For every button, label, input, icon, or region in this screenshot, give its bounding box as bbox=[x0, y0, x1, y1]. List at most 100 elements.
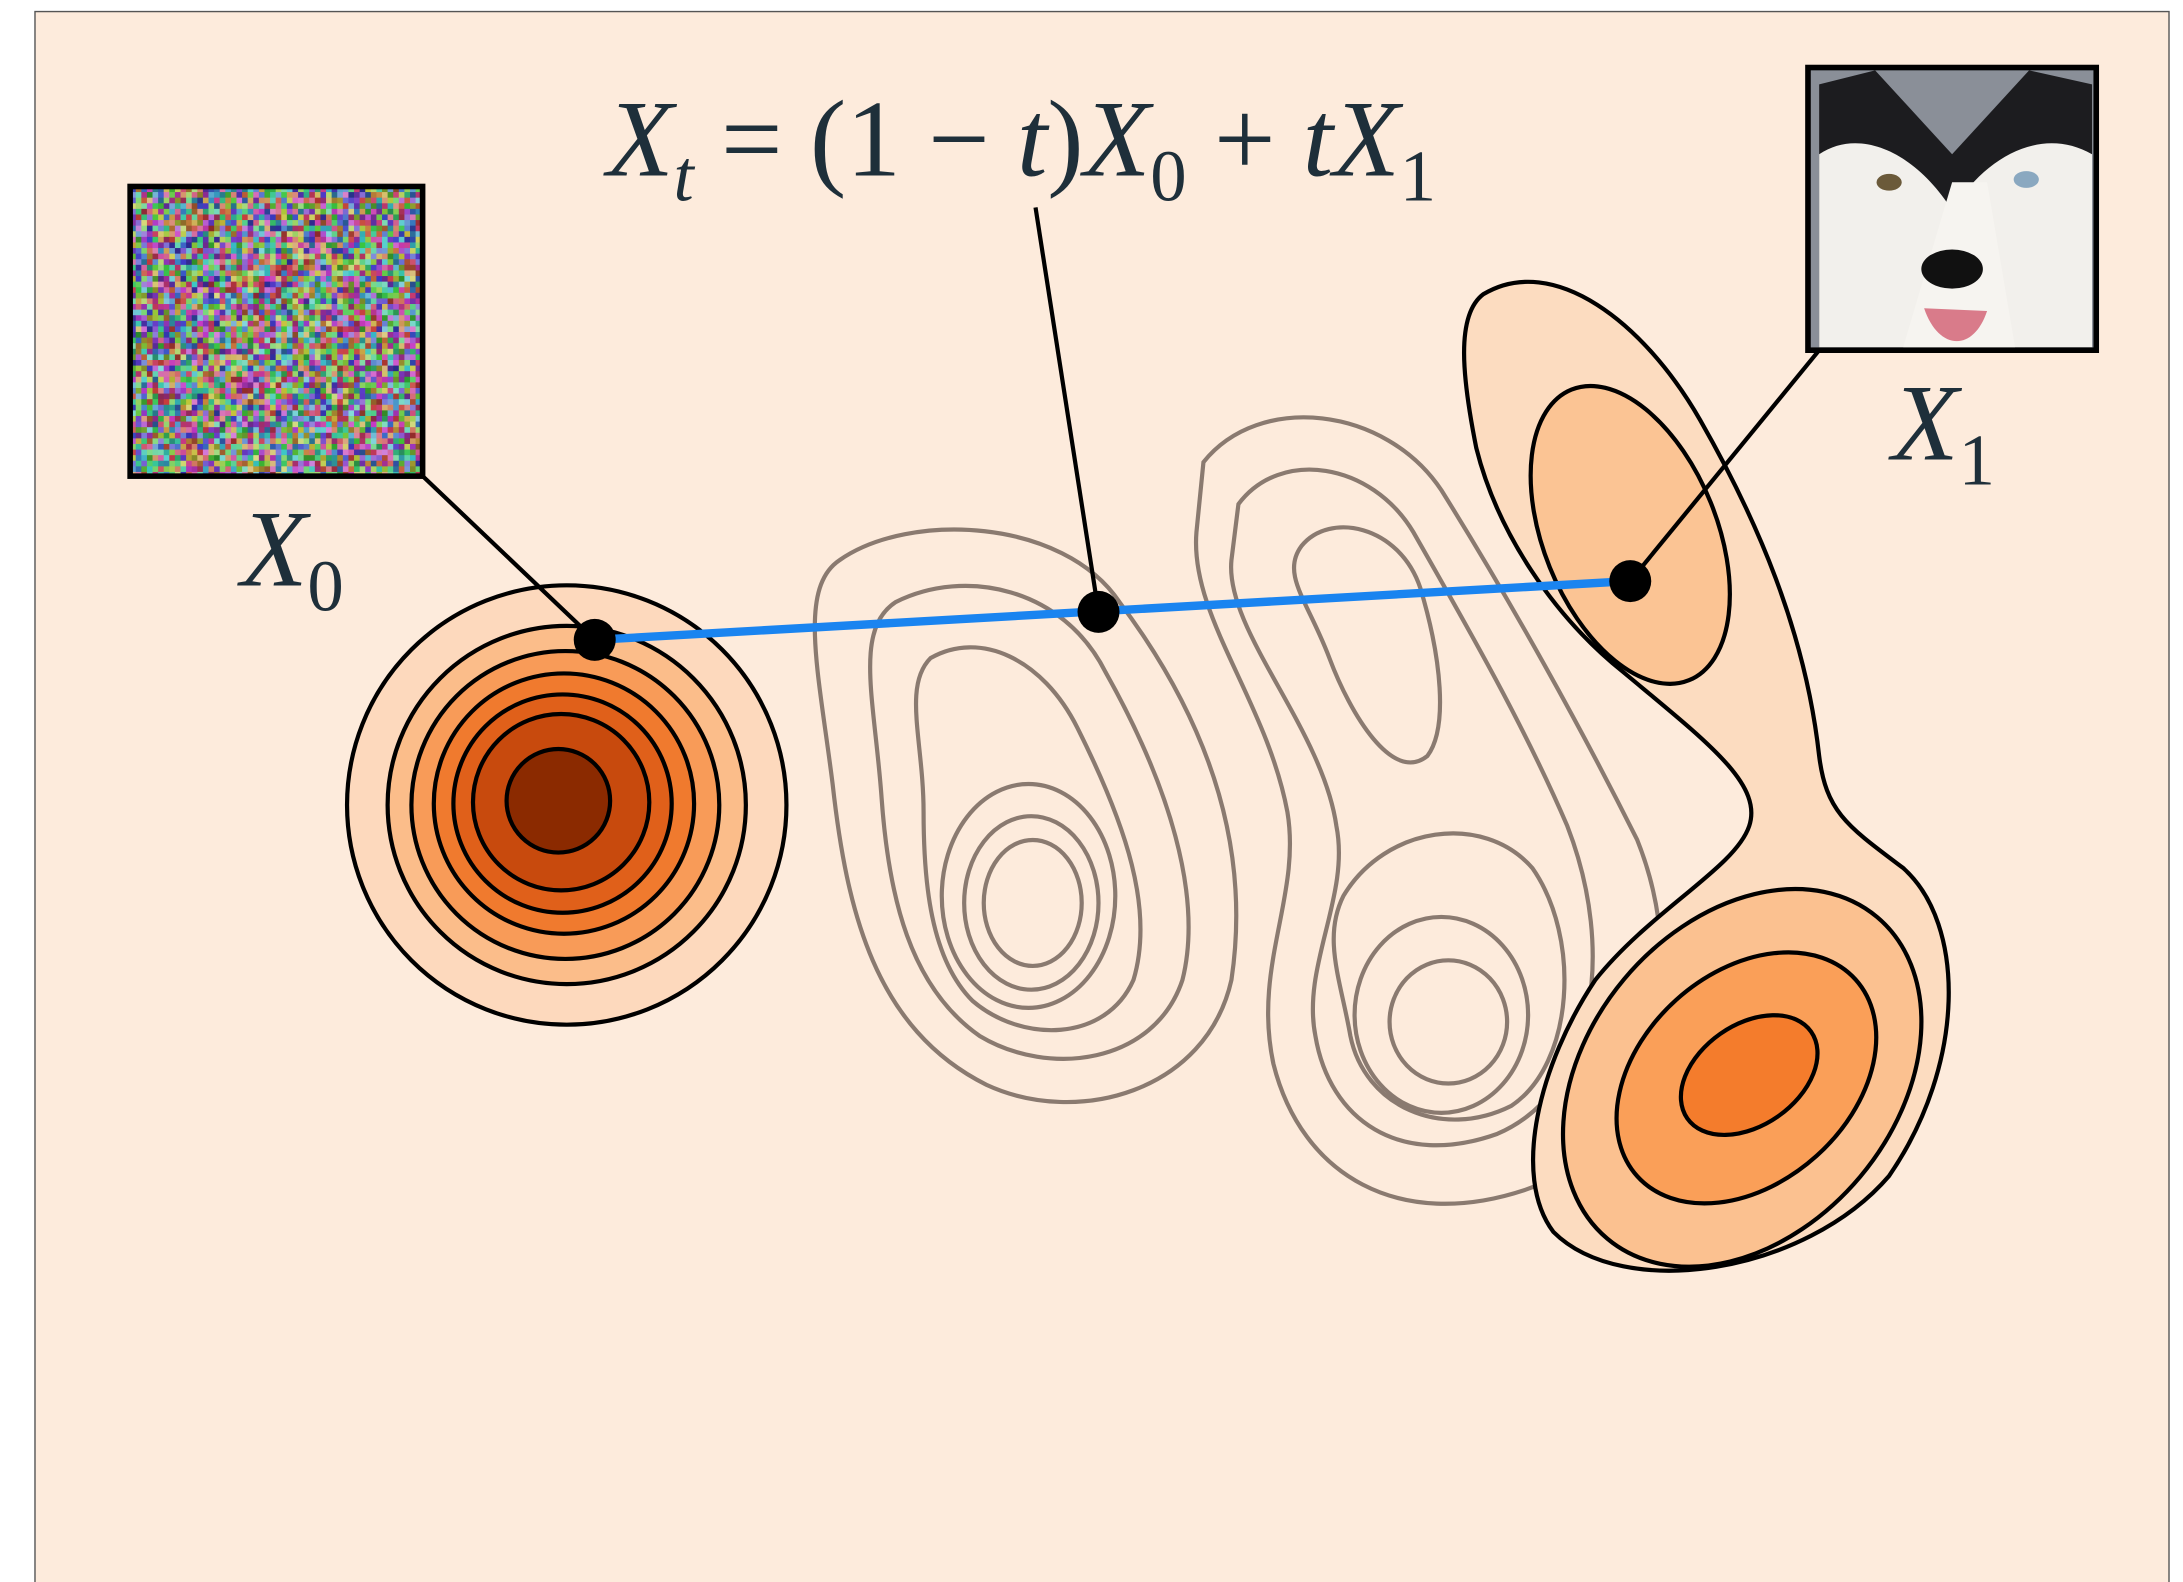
noise-pixel bbox=[309, 259, 315, 265]
noise-pixel bbox=[332, 366, 338, 372]
noise-pixel bbox=[242, 270, 248, 276]
noise-pixel bbox=[136, 354, 142, 360]
noise-pixel bbox=[231, 265, 237, 271]
noise-pixel bbox=[181, 282, 187, 288]
noise-pixel bbox=[360, 293, 366, 299]
noise-pixel bbox=[209, 371, 215, 377]
noise-pixel bbox=[371, 231, 377, 237]
noise-pixel bbox=[281, 455, 287, 461]
noise-pixel bbox=[209, 433, 215, 439]
noise-pixel bbox=[382, 450, 388, 456]
noise-pixel bbox=[410, 343, 416, 349]
noise-pixel bbox=[236, 226, 242, 232]
noise-pixel bbox=[136, 466, 142, 472]
noise-pixel bbox=[348, 203, 354, 209]
noise-pixel bbox=[214, 248, 220, 254]
noise-pixel bbox=[354, 276, 360, 282]
noise-pixel bbox=[209, 466, 215, 472]
noise-pixel bbox=[304, 242, 310, 248]
noise-pixel bbox=[304, 226, 310, 232]
noise-pixel bbox=[304, 343, 310, 349]
noise-pixel bbox=[365, 360, 371, 366]
noise-pixel bbox=[164, 366, 170, 372]
noise-pixel bbox=[276, 270, 282, 276]
noise-pixel bbox=[348, 209, 354, 215]
noise-pixel bbox=[287, 198, 293, 204]
noise-pixel bbox=[365, 388, 371, 394]
noise-pixel bbox=[153, 394, 159, 400]
noise-pixel bbox=[225, 405, 231, 411]
noise-pixel bbox=[136, 298, 142, 304]
noise-pixel bbox=[348, 287, 354, 293]
noise-pixel bbox=[281, 226, 287, 232]
noise-pixel bbox=[203, 360, 209, 366]
noise-pixel bbox=[192, 343, 198, 349]
noise-pixel bbox=[231, 231, 237, 237]
noise-pixel bbox=[371, 298, 377, 304]
noise-pixel bbox=[315, 237, 321, 243]
noise-pixel bbox=[175, 466, 181, 472]
noise-pixel bbox=[264, 237, 270, 243]
noise-pixel bbox=[236, 466, 242, 472]
noise-pixel bbox=[360, 310, 366, 316]
noise-pixel bbox=[231, 259, 237, 265]
noise-pixel bbox=[164, 438, 170, 444]
noise-pixel bbox=[348, 298, 354, 304]
noise-pixel bbox=[287, 326, 293, 332]
noise-pixel bbox=[270, 433, 276, 439]
noise-pixel bbox=[220, 433, 226, 439]
noise-pixel bbox=[220, 349, 226, 355]
noise-pixel bbox=[253, 366, 259, 372]
noise-pixel bbox=[382, 231, 388, 237]
noise-pixel bbox=[354, 231, 360, 237]
noise-pixel bbox=[197, 377, 203, 383]
noise-pixel bbox=[371, 214, 377, 220]
noise-pixel bbox=[399, 248, 405, 254]
noise-pixel bbox=[337, 433, 343, 439]
noise-pixel bbox=[304, 298, 310, 304]
noise-pixel bbox=[320, 371, 326, 377]
noise-pixel bbox=[410, 304, 416, 310]
noise-pixel bbox=[248, 394, 254, 400]
noise-pixel bbox=[225, 388, 231, 394]
noise-pixel bbox=[192, 242, 198, 248]
noise-pixel bbox=[309, 349, 315, 355]
noise-pixel bbox=[214, 438, 220, 444]
noise-pixel bbox=[153, 198, 159, 204]
noise-pixel bbox=[382, 455, 388, 461]
noise-pixel bbox=[320, 248, 326, 254]
noise-pixel bbox=[175, 338, 181, 344]
noise-pixel bbox=[315, 310, 321, 316]
noise-pixel bbox=[320, 416, 326, 422]
noise-pixel bbox=[164, 349, 170, 355]
noise-pixel bbox=[298, 377, 304, 383]
noise-pixel bbox=[326, 198, 332, 204]
noise-pixel bbox=[164, 422, 170, 428]
noise-pixel bbox=[264, 360, 270, 366]
noise-pixel bbox=[192, 354, 198, 360]
noise-pixel bbox=[332, 254, 338, 260]
noise-pixel bbox=[365, 466, 371, 472]
noise-pixel bbox=[304, 422, 310, 428]
noise-pixel bbox=[348, 310, 354, 316]
noise-pixel bbox=[203, 371, 209, 377]
noise-pixel bbox=[158, 422, 164, 428]
noise-pixel bbox=[141, 366, 147, 372]
noise-pixel bbox=[343, 293, 349, 299]
noise-pixel bbox=[197, 242, 203, 248]
noise-pixel bbox=[354, 427, 360, 433]
noise-pixel bbox=[136, 433, 142, 439]
noise-pixel bbox=[382, 360, 388, 366]
noise-pixel bbox=[410, 248, 416, 254]
noise-pixel bbox=[203, 198, 209, 204]
noise-pixel bbox=[393, 231, 399, 237]
noise-pixel bbox=[141, 450, 147, 456]
noise-pixel bbox=[348, 450, 354, 456]
noise-pixel bbox=[320, 466, 326, 472]
noise-pixel bbox=[360, 321, 366, 327]
noise-pixel bbox=[147, 354, 153, 360]
noise-pixel bbox=[393, 209, 399, 215]
noise-pixel bbox=[253, 214, 259, 220]
noise-pixel bbox=[276, 433, 282, 439]
noise-pixel bbox=[214, 388, 220, 394]
